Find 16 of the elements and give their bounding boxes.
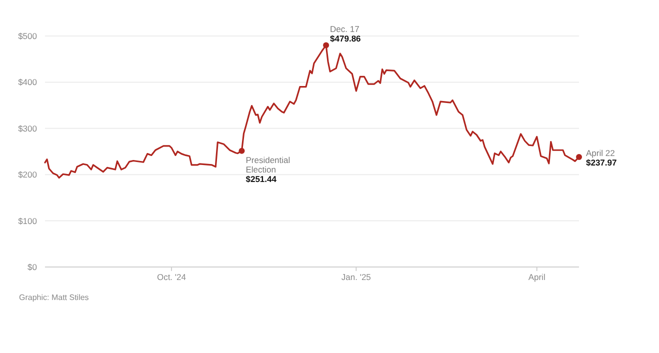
x-tick-label: Oct. '24 <box>156 272 186 282</box>
annotation: Dec. 17 $479.86 <box>330 24 362 44</box>
y-tick-label: $400 <box>18 77 38 88</box>
y-tick-label: $500 <box>18 31 38 41</box>
text: Graphic: Matt Stiles <box>19 293 89 302</box>
point <box>238 148 245 154</box>
y-tick-label: $100 <box>18 216 38 226</box>
annotation: Presidential Election $251.44 <box>246 154 290 184</box>
y-tick-label: $200 <box>18 170 38 180</box>
annotation: April 22 $237.97 <box>586 148 617 168</box>
point <box>576 154 582 160</box>
y-tick-label: $300 <box>18 123 38 134</box>
point <box>323 42 330 48</box>
y-tick-label: $0 <box>28 262 38 272</box>
x-tick-label: Jan. '25 <box>341 272 372 282</box>
x-tick-label: April <box>528 272 546 282</box>
